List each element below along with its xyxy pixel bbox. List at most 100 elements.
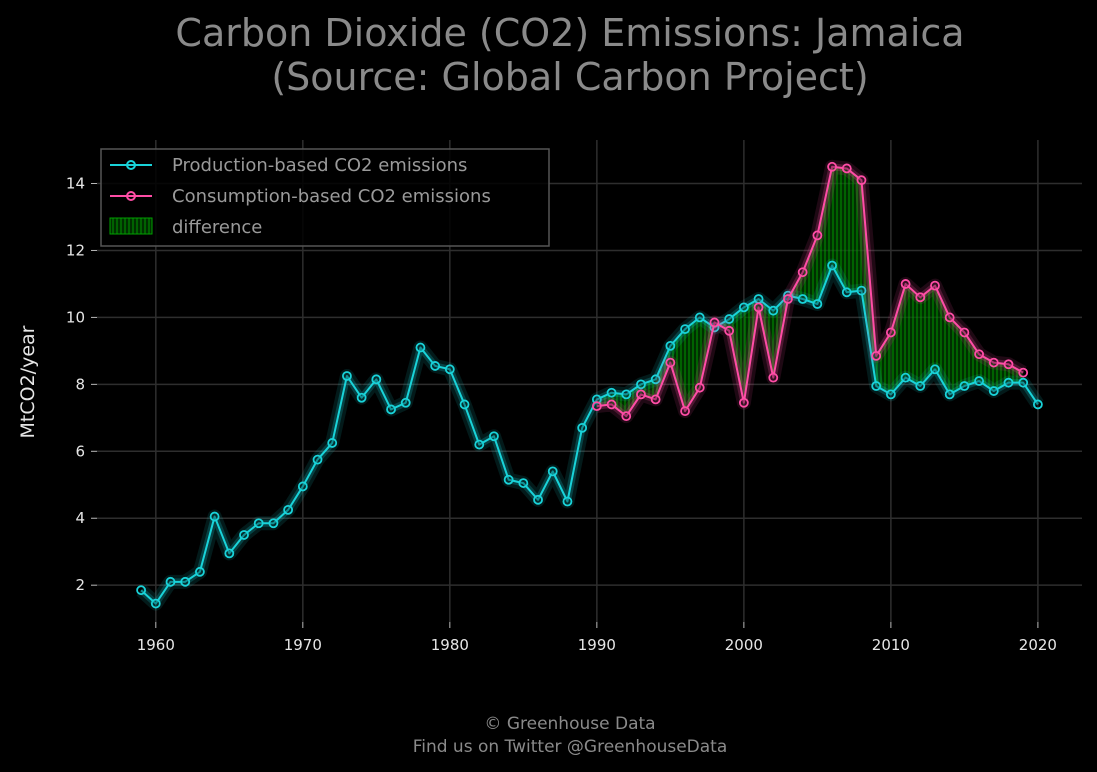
production-point-1975 [371, 374, 382, 385]
production-point-2016 [974, 376, 984, 386]
consumption-point-1997 [694, 382, 705, 393]
consumption-point-2014 [944, 312, 955, 323]
consumption-point-2019 [1018, 367, 1029, 378]
production-point-1978 [415, 342, 426, 353]
production-point-1960 [150, 598, 161, 609]
production-point-1996 [680, 324, 690, 335]
legend: Production-based CO2 emissions Consumpti… [100, 148, 550, 247]
production-point-1965 [224, 548, 235, 559]
y-axis-ticks: 2 4 6 8 10 12 14 [66, 175, 97, 594]
production-point-1979 [430, 361, 441, 371]
production-point-2010 [885, 389, 896, 400]
production-point-1976 [386, 404, 396, 415]
production-point-2017 [988, 386, 999, 396]
production-point-2009 [871, 381, 882, 391]
y-tick-label-8: 8 [75, 375, 85, 393]
production-point-1999 [724, 314, 735, 324]
consumption-point-2012 [915, 292, 926, 303]
consumption-point-1996 [680, 406, 690, 417]
x-axis-ticks: 1960 1970 1980 1990 2000 2010 2020 [137, 622, 1057, 654]
production-point-1991 [606, 387, 617, 398]
production-point-2020 [1032, 399, 1043, 410]
y-tick-label-2: 2 [75, 576, 85, 594]
production-point-1981 [459, 399, 470, 410]
x-tick-label-2000: 2000 [725, 636, 763, 654]
difference-fill [596, 166, 1024, 417]
y-tick-label-14: 14 [66, 175, 85, 193]
consumption-point-2015 [959, 327, 970, 338]
footer-copyright: © Greenhouse Data [484, 714, 655, 734]
production-point-2011 [900, 372, 911, 383]
production-point-1971 [312, 454, 323, 465]
production-point-1962 [180, 576, 191, 587]
production-point-1985 [518, 478, 529, 488]
consumption-point-2013 [930, 280, 940, 291]
x-tick-label-2020: 2020 [1019, 636, 1057, 654]
consumption-point-2006 [827, 161, 837, 172]
chart-title-line-2: (Source: Global Carbon Project) [271, 55, 868, 99]
production-point-1980 [444, 364, 455, 375]
consumption-point-1995 [665, 357, 676, 368]
consumption-point-2000 [738, 397, 749, 408]
consumption-point-2002 [768, 372, 779, 383]
production-point-1990 [591, 394, 602, 405]
y-tick-label-6: 6 [75, 442, 85, 460]
production-point-2008 [856, 285, 867, 296]
consumption-point-2018 [1003, 359, 1014, 370]
production-point-1997 [694, 312, 705, 323]
y-tick-label-10: 10 [66, 308, 85, 326]
y-tick-label-12: 12 [66, 241, 85, 259]
chart-title-line-1: Carbon Dioxide (CO2) Emissions: Jamaica [175, 11, 964, 55]
consumption-point-2010 [885, 327, 896, 338]
x-tick-label-1960: 1960 [137, 636, 175, 654]
legend-difference-label: difference [172, 217, 262, 238]
consumption-point-2004 [797, 267, 808, 278]
production-point-1963 [195, 566, 205, 577]
production-point-2004 [797, 294, 808, 304]
production-point-1959 [136, 585, 147, 596]
y-tick-label-4: 4 [75, 509, 85, 527]
consumption-point-2003 [783, 294, 793, 304]
y-axis-label: MtCO2/year [17, 325, 39, 438]
production-point-2014 [944, 389, 955, 400]
series-lines [136, 159, 1044, 611]
legend-production-marker [126, 160, 136, 170]
production-point-1983 [489, 431, 499, 442]
consumption-point-1998 [709, 317, 720, 328]
footer-twitter: Find us on Twitter @GreenhouseData [413, 737, 728, 757]
production-point-1968 [268, 518, 279, 529]
difference-area [596, 166, 1024, 417]
consumption-point-2011 [900, 279, 911, 289]
production-point-1974 [356, 392, 367, 403]
production-point-2007 [841, 287, 852, 298]
production-point-1969 [283, 504, 294, 515]
x-tick-label-1970: 1970 [284, 636, 322, 654]
legend-consumption-marker [126, 191, 136, 201]
production-point-2000 [738, 302, 749, 313]
production-point-2006 [827, 260, 837, 271]
production-point-2013 [930, 364, 940, 375]
x-tick-label-1990: 1990 [578, 636, 616, 654]
production-point-1973 [342, 371, 352, 381]
legend-production-label: Production-based CO2 emissions [172, 155, 467, 176]
production-point-1995 [665, 340, 676, 351]
production-point-2005 [812, 299, 823, 309]
production-point-1989 [577, 422, 588, 433]
consumption-point-2016 [974, 349, 984, 360]
x-tick-label-1980: 1980 [431, 636, 469, 654]
consumption-point-2005 [812, 230, 823, 241]
production-point-2019 [1018, 377, 1029, 388]
production-point-1970 [297, 481, 308, 492]
consumption-point-1992 [621, 411, 632, 422]
production-point-2018 [1003, 377, 1014, 388]
consumption-point-1990 [591, 401, 602, 412]
legend-box [100, 148, 550, 247]
consumption-point-1994 [650, 394, 661, 405]
x-tick-label-2010: 2010 [872, 636, 910, 654]
consumption-point-1993 [636, 389, 646, 400]
legend-difference-swatch [109, 217, 153, 235]
production-point-2012 [915, 381, 926, 391]
production-point-2002 [768, 305, 779, 316]
production-point-1993 [636, 379, 646, 390]
production-point-1972 [327, 438, 338, 448]
